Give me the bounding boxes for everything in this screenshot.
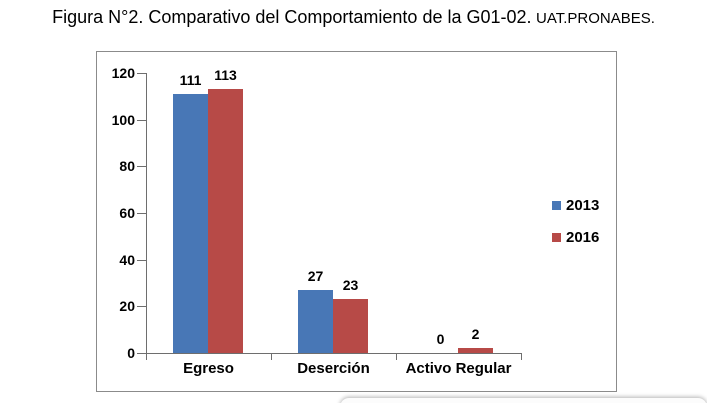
plot-area: 0 20 40 60 80 100 120 Egreso Deserción Activo Reg… bbox=[97, 52, 616, 391]
bar-series2-cat3 bbox=[458, 348, 493, 353]
y-axis-tick bbox=[137, 213, 146, 214]
figure-title-suffix: UAT.PRONABES. bbox=[535, 10, 655, 27]
y-axis-tick bbox=[137, 73, 146, 74]
y-tick-label: 60 bbox=[119, 205, 135, 221]
y-tick-label: 100 bbox=[111, 112, 135, 128]
bar-series1-cat2 bbox=[298, 290, 333, 353]
y-tick-label: 40 bbox=[119, 252, 135, 268]
y-tick-label: 0 bbox=[127, 345, 135, 361]
y-axis-tick bbox=[137, 306, 146, 307]
bar-series2-cat2 bbox=[333, 299, 368, 353]
bar-value-label: 0 bbox=[436, 331, 445, 347]
y-tick-label: 20 bbox=[119, 298, 135, 314]
bar-value-label: 111 bbox=[179, 72, 202, 88]
bar-value-label: 27 bbox=[307, 268, 324, 284]
category-label: Activo Regular bbox=[405, 360, 512, 377]
legend-label: 2016 bbox=[566, 229, 600, 246]
legend-label: 2013 bbox=[566, 197, 600, 214]
background-window-edge bbox=[340, 398, 707, 403]
bar-value-label: 113 bbox=[214, 67, 237, 83]
category-label: Deserción bbox=[297, 360, 370, 377]
y-axis-tick bbox=[137, 120, 146, 121]
bar-series2-cat1 bbox=[208, 89, 243, 353]
x-axis-tick bbox=[271, 354, 272, 360]
y-axis-tick bbox=[137, 260, 146, 261]
x-axis-tick bbox=[396, 354, 397, 360]
y-axis-tick bbox=[137, 166, 146, 167]
x-axis-tick bbox=[146, 354, 147, 360]
category-label: Egreso bbox=[183, 360, 234, 377]
x-axis-line bbox=[146, 353, 522, 354]
chart-legend: 2013 2016 bbox=[552, 198, 599, 262]
legend-swatch bbox=[552, 201, 561, 210]
y-tick-label: 120 bbox=[111, 65, 135, 81]
figure-title-main: Figura N°2. Comparativo del Comportamien… bbox=[52, 7, 532, 27]
y-axis-tick bbox=[137, 353, 146, 354]
bar-value-label: 2 bbox=[471, 326, 480, 342]
x-axis-tick bbox=[521, 354, 522, 360]
legend-entry: 2016 bbox=[552, 230, 599, 245]
y-axis-line bbox=[146, 73, 147, 354]
chart-frame: 0 20 40 60 80 100 120 Egreso Deserción Activo Reg… bbox=[96, 51, 617, 392]
figure-title: Figura N°2. Comparativo del Comportamien… bbox=[0, 7, 707, 28]
legend-entry: 2013 bbox=[552, 198, 599, 213]
y-tick-label: 80 bbox=[119, 158, 135, 174]
legend-swatch bbox=[552, 233, 561, 242]
bar-value-label: 23 bbox=[342, 277, 359, 293]
bar-series1-cat1 bbox=[173, 94, 208, 353]
